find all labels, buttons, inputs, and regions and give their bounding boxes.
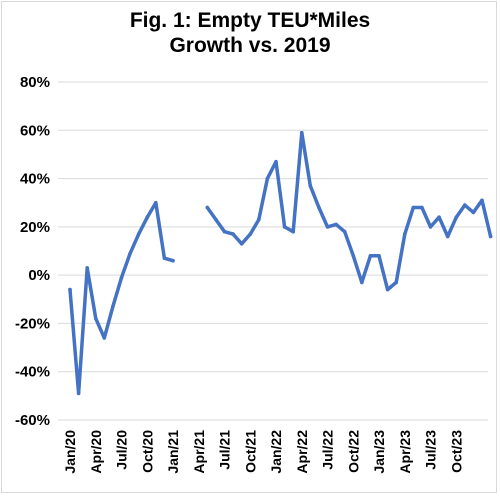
data-point [480,198,484,203]
y-tick-label: 20% [20,219,50,236]
data-point [68,287,72,292]
data-point [145,215,150,219]
data-point [488,234,493,239]
data-point [257,217,261,222]
x-tick-label: Oct/21 [242,430,258,473]
data-point [454,215,459,219]
data-point [351,254,356,258]
data-point [85,266,89,270]
data-point [76,391,81,396]
x-tick-label: Oct/22 [345,430,361,473]
data-point [368,254,373,258]
data-point [248,232,253,236]
y-tick-label: -20% [15,315,50,332]
x-tick-label: Oct/23 [448,430,464,473]
data-point [205,205,210,210]
x-tick-label: Jan/22 [268,430,284,474]
data-point [274,159,278,164]
data-point [325,225,330,229]
data-point [463,203,467,207]
y-tick-label: 40% [20,171,50,188]
x-tick-label: Apr/22 [294,430,310,474]
x-tick-label: Apr/23 [397,430,413,474]
data-point [342,229,347,234]
data-point [403,232,407,236]
data-point [334,222,338,227]
y-tick-label: 60% [20,122,50,139]
y-tick-label: -40% [15,364,50,381]
data-point [154,200,158,205]
data-point [394,280,399,285]
data-point [231,232,235,236]
x-tick-label: Apr/21 [191,430,207,474]
chart-title-line-1: Fig. 1: Empty TEU*Miles [129,9,371,32]
y-tick-label: -60% [15,412,50,429]
data-point [445,234,450,239]
chart-title: Fig. 1: Empty TEU*Miles Growth vs. 2019 [0,8,500,58]
data-point [265,176,270,181]
data-point [239,242,244,246]
y-tick-label: 0% [28,267,50,284]
data-point [411,205,416,210]
data-point [420,205,424,210]
data-point [119,275,124,280]
data-point [385,287,390,292]
x-tick-label: Jan/21 [165,430,181,474]
data-point [282,225,287,229]
x-tick-label: Jan/23 [371,430,387,474]
data-point [317,205,321,210]
data-point [471,210,476,215]
x-tick-label: Jul/20 [114,430,130,470]
chart-title-line-2: Growth vs. 2019 [169,34,331,57]
data-point [308,184,313,188]
data-point [111,304,115,309]
x-tick-label: Jan/20 [62,430,78,474]
data-point [102,336,107,340]
x-tick-label: Apr/20 [88,430,104,474]
x-tick-label: Jul/22 [320,430,336,470]
data-point [437,215,441,219]
series-line [68,130,493,396]
y-tick-label: 80% [20,74,50,91]
data-point [222,229,227,234]
data-point [162,256,167,261]
data-point [291,229,296,234]
x-tick-label: Oct/20 [139,430,155,473]
data-point [136,232,141,236]
data-point [377,254,381,258]
data-point [128,251,132,256]
data-point [94,316,98,321]
x-tick-label: Jul/21 [217,430,233,470]
data-point [214,217,218,222]
data-point [171,258,175,263]
data-point [428,225,433,229]
x-tick-label: Jul/23 [423,430,439,470]
data-point [360,280,364,285]
data-point [300,130,304,135]
